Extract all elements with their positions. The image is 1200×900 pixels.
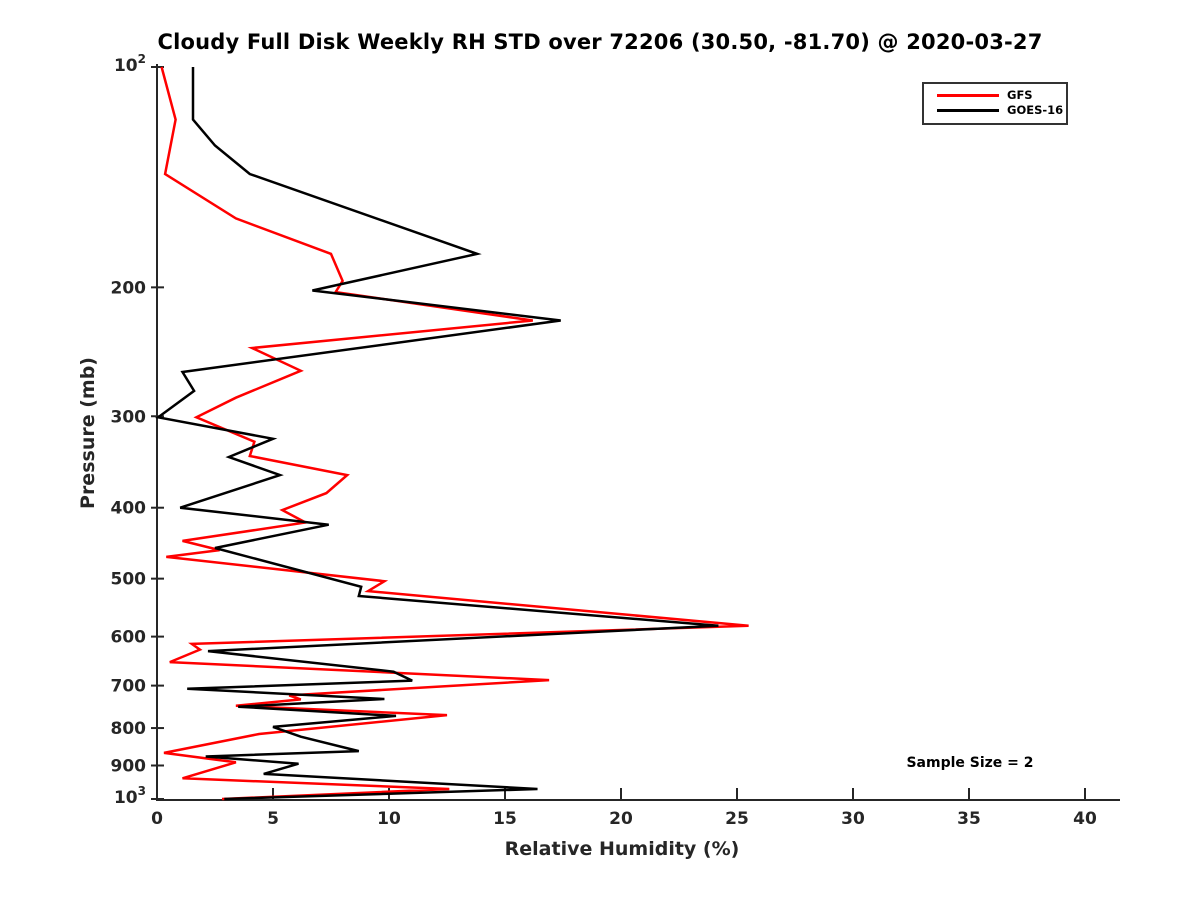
x-tick-label: 10 — [377, 809, 401, 829]
legend-entry-gfs: GFS — [924, 88, 1066, 103]
y-tick-label: 102 — [114, 52, 146, 76]
x-tick-label: 35 — [957, 809, 981, 829]
legend-label: GFS — [1007, 88, 1033, 102]
y-tick-label: 700 — [111, 677, 147, 697]
y-tick-label: 103 — [114, 784, 146, 808]
legend-entry-goes-16: GOES-16 — [924, 103, 1066, 118]
y-tick-label: 800 — [111, 719, 147, 739]
sample-size-annotation: Sample Size = 2 — [906, 755, 1034, 771]
x-tick-label: 40 — [1073, 809, 1097, 829]
y-axis-label: Pressure (mb) — [77, 357, 99, 509]
x-tick-label: 0 — [151, 809, 163, 829]
y-tick-label: 400 — [111, 499, 147, 519]
y-tick-label: 500 — [111, 570, 147, 590]
legend-label: GOES-16 — [1007, 103, 1064, 117]
x-tick-label: 5 — [267, 809, 279, 829]
y-tick-label: 200 — [111, 278, 147, 298]
series-line-goes-16 — [155, 67, 719, 801]
y-tick-label: 600 — [111, 628, 147, 648]
legend-line-swatch — [937, 94, 999, 97]
chart-title: Cloudy Full Disk Weekly RH STD over 7220… — [157, 30, 1043, 54]
x-tick-label: 25 — [725, 809, 749, 829]
x-tick-label: 15 — [493, 809, 517, 829]
legend-line-swatch — [937, 109, 999, 112]
legend: GFS GOES-16 — [922, 82, 1068, 125]
y-tick-label: 900 — [111, 757, 147, 777]
x-tick-label: 30 — [841, 809, 865, 829]
series-line-gfs — [160, 66, 749, 801]
x-tick-label: 20 — [609, 809, 633, 829]
y-tick-label: 300 — [111, 407, 147, 427]
x-axis-label: Relative Humidity (%) — [504, 838, 740, 860]
